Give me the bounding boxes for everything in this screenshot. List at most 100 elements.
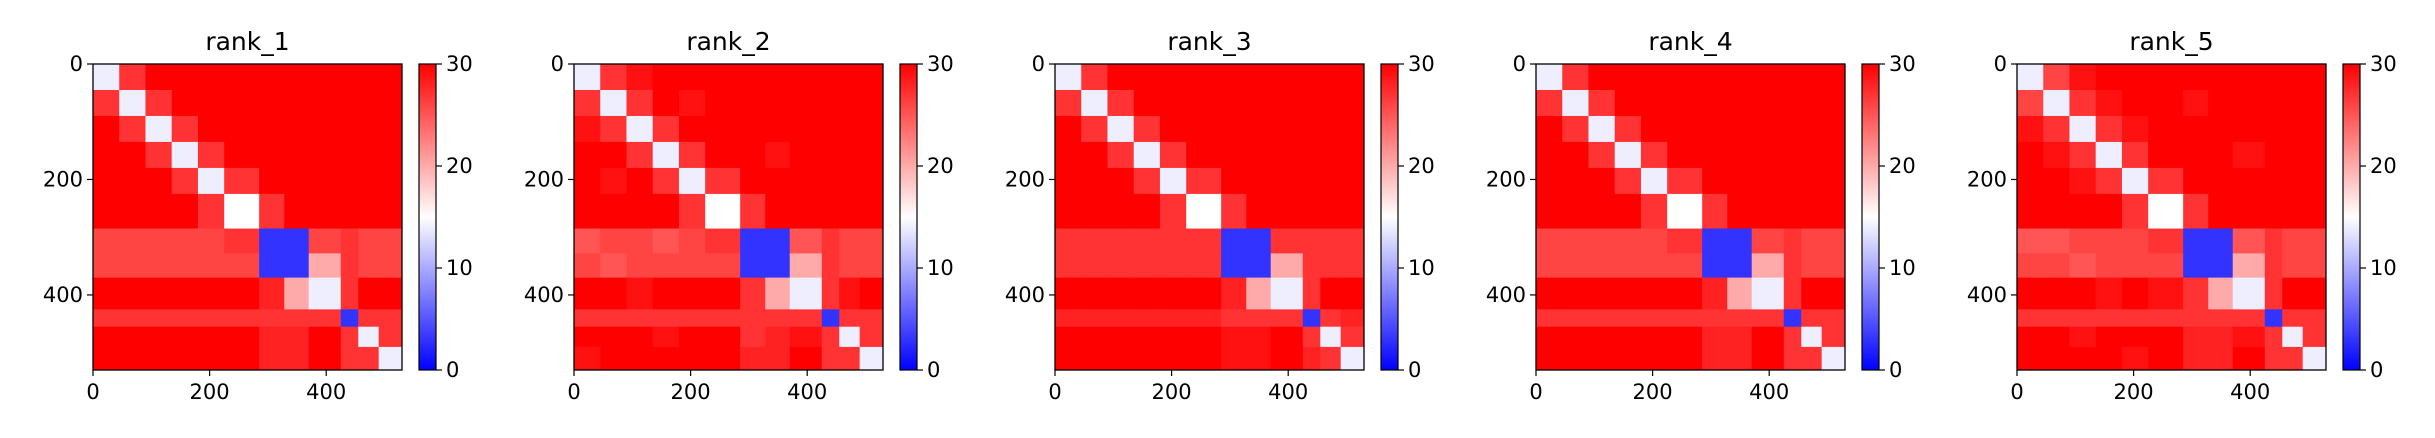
heatmap-cell: [284, 346, 310, 371]
heatmap-cell: [2264, 253, 2283, 279]
heatmap-cell: [600, 64, 627, 91]
heatmap-cell: [600, 141, 627, 169]
colorbar-tick-label: 20: [1889, 154, 1916, 178]
heatmap-cell: [1751, 193, 1785, 230]
heatmap-cell: [1588, 277, 1616, 310]
heatmap-cell: [197, 253, 225, 279]
heatmap-cell: [821, 277, 840, 310]
heatmap-cell: [1562, 115, 1589, 143]
colorbar-tick-label: 30: [2370, 52, 2397, 76]
heatmap-cell: [1751, 346, 1785, 371]
heatmap-cell: [789, 141, 823, 169]
y-tick-label: 400: [1486, 283, 1526, 307]
heatmap-cell: [1055, 277, 1082, 310]
heatmap-cell: [740, 167, 766, 195]
heatmap-cell: [1614, 277, 1642, 310]
heatmap-cell: [1340, 89, 1365, 117]
heatmap-cell: [119, 228, 146, 254]
heatmap-cell: [2121, 141, 2149, 169]
heatmap-cell: [93, 115, 120, 143]
heatmap-cell: [2302, 141, 2327, 169]
heatmap-cell: [2264, 326, 2283, 348]
heatmap-cell: [1340, 277, 1365, 310]
heatmap-cell: [1186, 253, 1222, 279]
heatmap-cell: [1801, 115, 1823, 143]
heatmap-cell: [284, 326, 310, 348]
heatmap-cell: [1614, 115, 1642, 143]
heatmap-cell: [171, 346, 199, 371]
heatmap-cell: [789, 115, 823, 143]
heatmap-cell: [1727, 141, 1753, 169]
heatmap-cell: [1320, 253, 1342, 279]
heatmap-cell: [171, 141, 199, 169]
heatmap-cell: [574, 193, 601, 230]
heatmap-cell: [2232, 115, 2266, 143]
heatmap-cell: [1246, 309, 1272, 328]
heatmap-cell: [2017, 167, 2044, 195]
heatmap-cell: [259, 346, 285, 371]
heatmap-cell: [740, 64, 766, 91]
heatmap-cell: [1159, 228, 1187, 254]
heatmap-cell: [340, 89, 359, 117]
x-tick-label: 400: [1749, 380, 1789, 404]
heatmap-cell: [1221, 309, 1247, 328]
heatmap-cell: [1221, 167, 1247, 195]
heatmap-cell: [2043, 346, 2070, 371]
heatmap-cell: [2282, 193, 2304, 230]
heatmap-cell: [1159, 326, 1187, 348]
heatmap-cell: [1783, 115, 1802, 143]
heatmap-cell: [1221, 64, 1247, 91]
heatmap-cell: [2183, 167, 2209, 195]
heatmap-cell: [839, 89, 861, 117]
heatmap-cell: [1186, 141, 1222, 169]
heatmap-cell: [2121, 115, 2149, 143]
heatmap-cell: [197, 193, 225, 230]
heatmap-cell: [378, 64, 403, 91]
heatmap-cell: [652, 115, 680, 143]
heatmap-cell: [1270, 64, 1304, 91]
heatmap-cell: [171, 253, 199, 279]
heatmap-cell: [1270, 277, 1304, 310]
y-tick-label: 0: [1513, 52, 1526, 76]
heatmap-cell: [2043, 167, 2070, 195]
panel: rank_2 0 200 400 0 200 400 0 10 20 30: [524, 27, 954, 404]
heatmap-cell: [1107, 167, 1135, 195]
heatmap-cell: [1270, 89, 1304, 117]
panel-title: rank_4: [1648, 27, 1732, 56]
heatmap-cell: [1133, 115, 1161, 143]
heatmap-cell: [2302, 326, 2327, 348]
heatmap-cell: [1055, 346, 1082, 371]
heatmap-cell: [652, 89, 680, 117]
heatmap-cell: [1614, 167, 1642, 195]
heatmap-cell: [171, 309, 199, 328]
heatmap-cell: [224, 167, 260, 195]
heatmap-cell: [2148, 326, 2184, 348]
heatmap-cell: [2232, 277, 2266, 310]
heatmap-cell: [1562, 277, 1589, 310]
heatmap-cell: [224, 253, 260, 279]
heatmap-cell: [2017, 141, 2044, 169]
heatmap-cell: [678, 253, 706, 279]
x-tick-label: 200: [671, 380, 711, 404]
heatmap-cell: [2183, 89, 2209, 117]
heatmap-cell: [2043, 64, 2070, 91]
heatmap-cell: [2069, 89, 2097, 117]
panel: rank_3 0 200 400 0 200 400 0 10 20 30: [1005, 27, 1435, 404]
heatmap-cell: [171, 89, 199, 117]
heatmap-cell: [652, 326, 680, 348]
heatmap-cell: [1055, 193, 1082, 230]
heatmap-cell: [705, 346, 741, 371]
heatmap-cell: [1270, 346, 1304, 371]
heatmap-cell: [197, 277, 225, 310]
heatmap-cell: [600, 89, 627, 117]
heatmap-cell: [1640, 309, 1668, 328]
heatmap-cell: [1081, 193, 1108, 230]
heatmap-cell: [821, 346, 840, 371]
heatmap-cell: [2208, 115, 2234, 143]
heatmap-cell: [1055, 141, 1082, 169]
heatmap-cell: [1640, 277, 1668, 310]
heatmap-cell: [2121, 228, 2149, 254]
heatmap-cell: [1727, 167, 1753, 195]
heatmap-cell: [145, 89, 173, 117]
